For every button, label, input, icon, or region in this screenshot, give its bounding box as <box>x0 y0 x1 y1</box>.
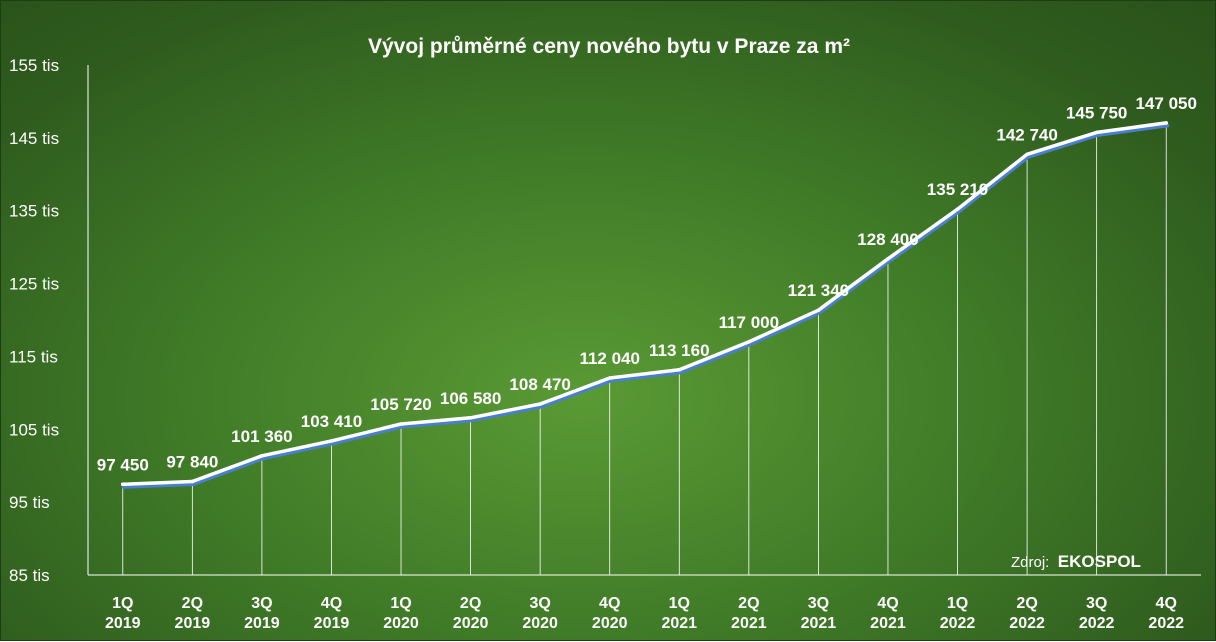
y-tick-label: 85 tis <box>9 566 50 585</box>
y-tick-label: 95 tis <box>9 493 50 512</box>
data-label: 121 340 <box>788 281 849 300</box>
data-label: 112 040 <box>579 349 640 368</box>
data-point <box>468 415 473 420</box>
x-tick-label: 2Q 2021 <box>731 595 767 632</box>
y-tick-label: 145 tis <box>9 129 59 148</box>
data-label: 128 400 <box>857 230 918 249</box>
y-tick-label: 115 tis <box>9 347 58 366</box>
data-point <box>329 439 334 443</box>
x-tick-label: 3Q 2022 <box>1079 595 1115 632</box>
x-tick-label: 1Q 2022 <box>940 595 976 632</box>
source-name: EKOSPOL <box>1058 552 1141 571</box>
series-line-shadow <box>121 123 1170 489</box>
data-label: 103 410 <box>301 412 362 431</box>
data-label: 97 840 <box>166 452 218 471</box>
data-point <box>886 257 890 261</box>
data-point <box>677 368 682 372</box>
source-prefix: Zdroj: <box>1011 554 1049 571</box>
data-label: 117 000 <box>719 313 780 332</box>
data-label: 142 740 <box>996 125 1057 144</box>
data-label: 97 450 <box>97 455 149 474</box>
data-point <box>1164 121 1169 125</box>
x-tick-label: 3Q 2019 <box>244 595 280 632</box>
data-point <box>399 422 403 426</box>
data-point <box>120 482 125 487</box>
x-tick-label: 1Q 2021 <box>661 595 697 632</box>
x-tick-label: 1Q 2020 <box>383 595 419 632</box>
drop-lines <box>122 122 1167 575</box>
data-labels: 97 450 97 840 101 360 103 410 105 720 106 580… <box>97 94 1197 474</box>
data-label: 147 050 <box>1135 94 1196 113</box>
data-point <box>190 479 195 484</box>
data-label: 108 470 <box>509 375 570 394</box>
data-point <box>955 207 960 211</box>
y-axis: 85 tis 95 tis 105 tis 115 tis 125 tis 135 tis… <box>9 56 89 585</box>
data-point <box>538 402 542 406</box>
y-tick-label: 105 tis <box>9 420 59 439</box>
x-tick-label: 2Q 2019 <box>175 595 211 632</box>
data-label: 105 720 <box>370 395 431 414</box>
x-tick-label: 3Q 2020 <box>522 595 558 632</box>
x-tick-label: 2Q 2020 <box>453 595 489 632</box>
source-note: Zdroj: EKOSPOL <box>1011 552 1141 571</box>
data-label: 101 360 <box>231 427 292 446</box>
x-tick-label: 4Q 2021 <box>870 595 906 632</box>
data-label: 106 580 <box>440 389 501 408</box>
x-tick-label: 4Q 2019 <box>314 595 350 632</box>
x-tick-label: 4Q 2020 <box>592 595 628 632</box>
data-label: 145 750 <box>1066 103 1127 122</box>
x-tick-label: 4Q 2022 <box>1148 595 1184 632</box>
series-line-path <box>121 121 1168 487</box>
data-point <box>1094 130 1099 135</box>
y-tick-label: 125 tis <box>9 275 59 294</box>
y-tick-label: 155 tis <box>9 56 59 75</box>
data-point <box>1025 152 1029 157</box>
x-tick-label: 3Q 2021 <box>801 595 837 632</box>
data-point <box>747 340 751 344</box>
x-tick-label: 2Q 2022 <box>1009 595 1045 632</box>
y-tick-label: 135 tis <box>9 202 59 221</box>
data-point <box>607 376 612 380</box>
chart-title: Vývoj průměrné ceny nového bytu v Praze … <box>368 35 850 58</box>
data-label: 113 160 <box>649 341 710 360</box>
series-line <box>120 121 1170 489</box>
data-point <box>260 454 264 458</box>
data-point <box>816 308 821 313</box>
data-label: 135 210 <box>927 180 988 199</box>
x-tick-label: 1Q 2019 <box>105 595 141 632</box>
x-axis: 1Q 2019 2Q 2019 3Q 2019 4Q 2019 1Q 2020 2Q 2020 3Q 20… <box>88 574 1201 632</box>
